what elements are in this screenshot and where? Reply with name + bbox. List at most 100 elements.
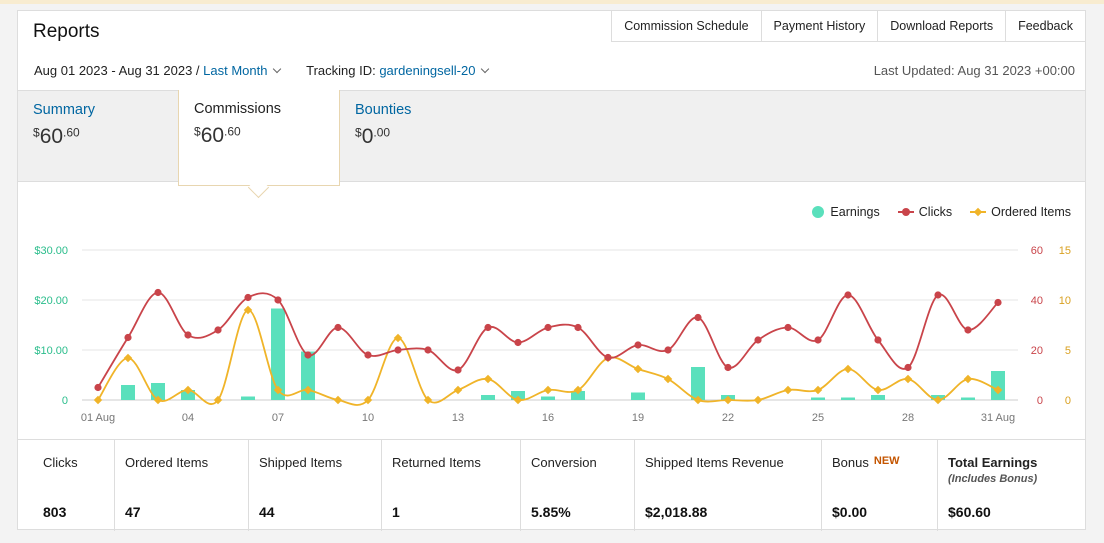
x-tick-label: 04 xyxy=(182,412,194,424)
x-tick-label: 19 xyxy=(632,412,644,424)
report-nav-tabs: Commission Schedule Payment History Down… xyxy=(611,10,1086,42)
date-range-text: Aug 01 2023 - Aug 31 2023 / xyxy=(34,63,200,78)
y-left-tick-label: $30.00 xyxy=(34,245,68,257)
ordered-items-point xyxy=(753,395,763,405)
y-right-ordered-tick-label: 10 xyxy=(1059,295,1071,307)
chart-legend: Earnings Clicks Ordered Items xyxy=(794,205,1071,219)
clicks-point xyxy=(934,291,942,299)
tab-summary[interactable]: Summary $60.60 xyxy=(18,91,179,181)
earnings-chart: 0 0 0 $10.00 20 5 $20.00 40 10 $30.00 60 15 01 Aug 04… xyxy=(18,191,1085,437)
x-tick-label: 31 Aug xyxy=(981,412,1015,424)
legend-ordered-items[interactable]: Ordered Items xyxy=(970,205,1071,219)
top-accent-bar xyxy=(0,0,1104,4)
ordered-items-point xyxy=(573,385,583,395)
ordered-items-point xyxy=(513,395,523,405)
ordered-items-point xyxy=(183,385,193,395)
y-left-tick-label: $20.00 xyxy=(34,295,68,307)
clicks-point xyxy=(94,383,102,392)
ordered-items-point xyxy=(123,353,133,363)
earnings-bar xyxy=(241,396,255,400)
commissions-amount: $60.60 xyxy=(194,124,241,147)
earnings-bar xyxy=(691,367,705,400)
ordered-items-point xyxy=(483,374,493,384)
clicks-point xyxy=(334,323,342,332)
x-tick-label: 25 xyxy=(812,412,824,424)
clicks-point xyxy=(574,323,582,332)
stat-shipped-revenue: Shipped Items Revenue $2,018.88 xyxy=(635,440,822,531)
clicks-point xyxy=(484,323,492,332)
stat-clicks: Clicks 803 xyxy=(18,440,115,531)
last-updated: Last Updated: Aug 31 2023 +00:00 xyxy=(873,63,1075,78)
ordered-items-point xyxy=(783,385,793,395)
clicks-point xyxy=(604,353,612,362)
y-right-clicks-tick-label: 60 xyxy=(1031,245,1043,257)
tab-bounties[interactable]: Bounties $0.00 xyxy=(340,91,540,181)
reports-card: Reports Commission Schedule Payment Hist… xyxy=(17,10,1086,531)
ordered-items-point xyxy=(363,395,373,405)
y-right-clicks-tick-label: 40 xyxy=(1031,295,1043,307)
ordered-items-point xyxy=(873,385,883,395)
legend-clicks[interactable]: Clicks xyxy=(897,205,952,219)
clicks-point xyxy=(304,351,312,359)
ordered-items-point xyxy=(663,374,673,384)
tracking-id-dropdown[interactable]: gardeningsell-20 xyxy=(379,63,476,78)
feedback-tab[interactable]: Feedback xyxy=(1005,10,1086,42)
date-filter-row: Aug 01 2023 - Aug 31 2023 / Last Month T… xyxy=(34,63,490,78)
legend-earnings[interactable]: Earnings xyxy=(812,205,880,219)
tab-bounties-label: Bounties xyxy=(355,102,412,118)
chart-svg: 0 0 0 $10.00 20 5 $20.00 40 10 $30.00 60 15 01 Aug 04… xyxy=(34,245,1071,424)
ordered-items-point xyxy=(693,395,703,405)
clicks-point xyxy=(124,333,132,342)
y-right-clicks-tick-label: 0 xyxy=(1037,395,1043,407)
earnings-bar xyxy=(541,396,555,400)
bounties-amount: $0.00 xyxy=(355,125,391,148)
x-tick-label: 10 xyxy=(362,412,374,424)
earnings-bar xyxy=(871,395,885,400)
page-title: Reports xyxy=(33,21,100,42)
clicks-point xyxy=(664,346,672,354)
y-left-tick-label: 0 xyxy=(62,395,68,407)
clicks-point xyxy=(754,336,762,344)
ordered-items-point xyxy=(273,385,283,395)
new-badge: NEW xyxy=(873,455,900,467)
tracking-label: Tracking ID: xyxy=(306,63,376,78)
ordered-items-point xyxy=(303,385,313,395)
ordered-items-point xyxy=(93,395,103,405)
earnings-bar xyxy=(991,371,1005,400)
ordered-items-point xyxy=(993,385,1003,395)
x-tick-label: 07 xyxy=(272,412,284,424)
ordered-items-point xyxy=(423,395,433,405)
ordered-items-point xyxy=(813,385,823,395)
earnings-bar xyxy=(631,392,645,400)
x-tick-label: 13 xyxy=(452,412,464,424)
clicks-point xyxy=(424,346,432,354)
tab-commissions[interactable]: Commissions $60.60 xyxy=(178,90,340,186)
ordered-items-point xyxy=(843,364,853,374)
download-reports-tab[interactable]: Download Reports xyxy=(877,10,1006,42)
x-tick-label: 28 xyxy=(902,412,914,424)
y-right-ordered-tick-label: 15 xyxy=(1059,245,1071,257)
clicks-point xyxy=(184,331,192,339)
clicks-point xyxy=(904,363,912,372)
period-dropdown[interactable]: Last Month xyxy=(203,63,268,78)
earnings-bar xyxy=(961,397,975,400)
payment-history-tab[interactable]: Payment History xyxy=(760,10,878,42)
y-right-ordered-tick-label: 5 xyxy=(1065,345,1071,357)
earnings-bar xyxy=(841,397,855,400)
chevron-down-icon[interactable] xyxy=(273,64,282,74)
y-right-clicks-tick-label: 20 xyxy=(1031,345,1043,357)
ordered-items-point xyxy=(153,395,163,405)
stat-bonus: Bonus NEW $0.00 xyxy=(822,440,938,531)
stat-shipped-items: Shipped Items 44 xyxy=(249,440,382,531)
ordered-items-point xyxy=(633,364,643,374)
earnings-bar xyxy=(301,351,315,400)
ordered-items-point xyxy=(453,385,463,395)
clicks-point xyxy=(844,291,852,299)
chevron-down-icon[interactable] xyxy=(481,64,490,74)
commission-schedule-tab[interactable]: Commission Schedule xyxy=(611,10,761,42)
tab-commissions-label: Commissions xyxy=(194,101,282,117)
ordered-items-point xyxy=(723,395,733,405)
x-tick-label: 16 xyxy=(542,412,554,424)
ordered-items-point xyxy=(213,395,223,405)
ordered-items-point xyxy=(243,305,253,315)
